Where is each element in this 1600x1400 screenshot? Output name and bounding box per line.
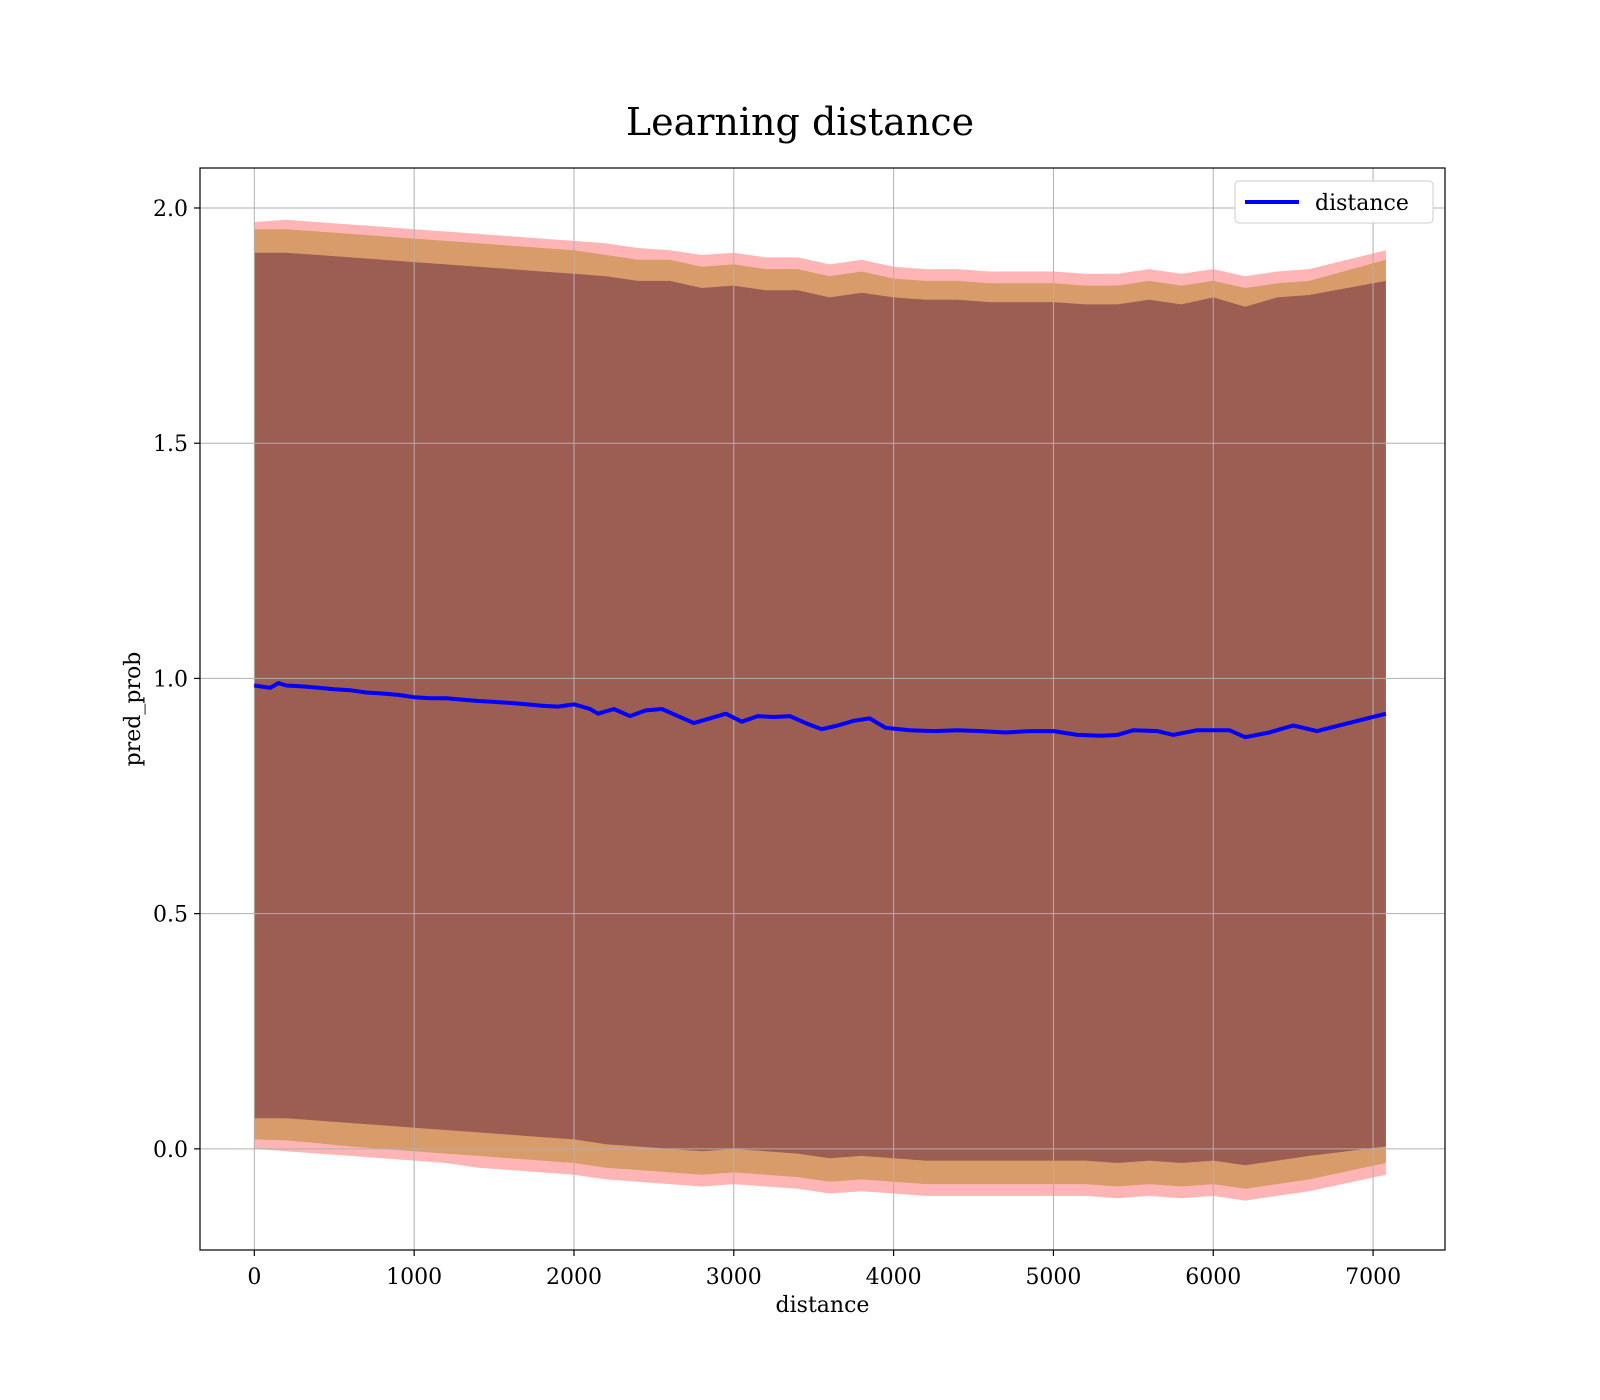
- x-tick-label: 2000: [546, 1265, 602, 1290]
- y-tick-label: 2.0: [153, 197, 188, 222]
- x-tick-label: 5000: [1025, 1265, 1081, 1290]
- legend-label-distance: distance: [1315, 191, 1409, 216]
- x-tick-label: 0: [247, 1265, 261, 1290]
- x-tick-label: 4000: [866, 1265, 922, 1290]
- legend: distance: [1234, 180, 1434, 224]
- plot-frame: [199, 167, 1446, 1251]
- y-axis-ticks: 0.0 0.5 1.0 1.5 2.0: [153, 197, 200, 1163]
- x-tick-label: 6000: [1185, 1265, 1241, 1290]
- legend-box: [1234, 180, 1434, 224]
- y-tick-label: 1.5: [153, 432, 188, 457]
- y-tick-label: 0.0: [153, 1138, 188, 1163]
- x-tick-label: 7000: [1345, 1265, 1401, 1290]
- x-axis-ticks: 0 1000 2000 3000 4000 5000 6000 7000: [247, 1250, 1401, 1290]
- series-line-distance: [254, 681, 1387, 740]
- confidence-band-inner: [254, 252, 1386, 1166]
- line-layer: [254, 681, 1387, 740]
- y-tick-label: 1.0: [153, 667, 188, 692]
- x-axis-label: distance: [776, 1293, 870, 1318]
- chart-title: Learning distance: [625, 100, 975, 144]
- x-tick-label: 3000: [706, 1265, 762, 1290]
- x-tick-label: 1000: [386, 1265, 442, 1290]
- bands-layer: [254, 219, 1386, 1201]
- y-tick-label: 0.5: [153, 903, 188, 928]
- grid-layer: [200, 168, 1445, 1250]
- y-axis-label: pred_prob: [121, 652, 146, 767]
